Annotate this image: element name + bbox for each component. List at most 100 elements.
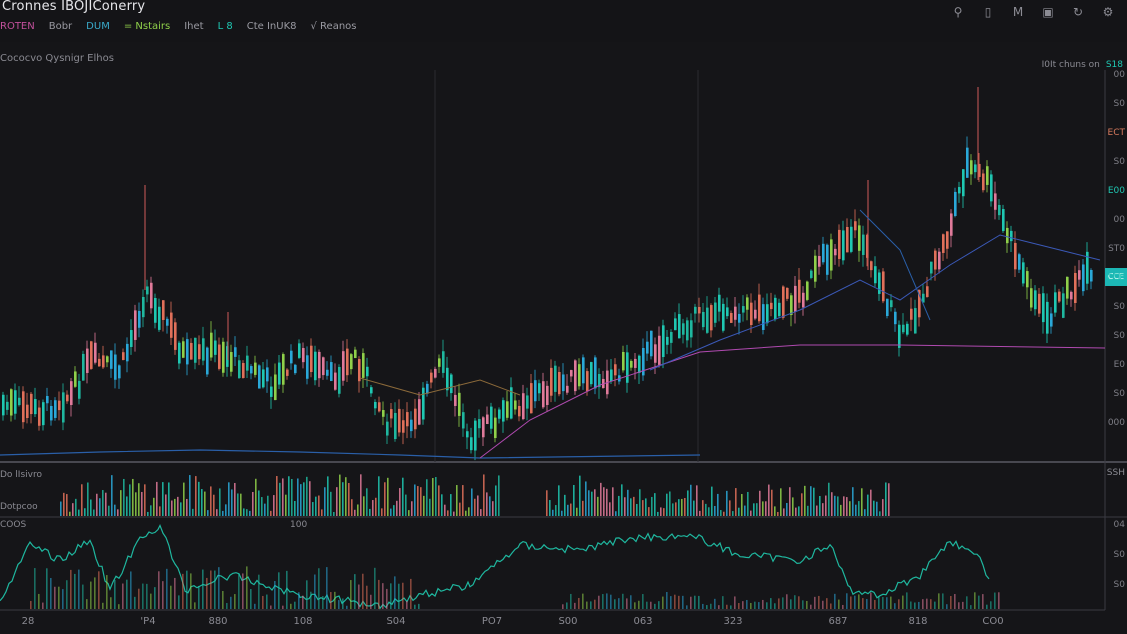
candle-body bbox=[562, 374, 565, 392]
price-tick-label: E00 bbox=[1107, 186, 1125, 196]
volume-bar bbox=[126, 496, 128, 516]
candle-body bbox=[366, 366, 369, 377]
osc-tick-label: S0 bbox=[1113, 580, 1125, 590]
oscillator-bar bbox=[306, 580, 308, 609]
candle-body bbox=[854, 221, 857, 231]
indicator-item[interactable]: Bobr bbox=[48, 21, 73, 32]
oscillator-bar bbox=[926, 598, 928, 609]
indicator-item[interactable]: Cte InUK8 bbox=[246, 21, 297, 32]
oscillator-bar bbox=[298, 592, 300, 609]
candle-body bbox=[382, 410, 385, 417]
oscillator-bar bbox=[846, 593, 848, 609]
candle-body bbox=[714, 302, 717, 323]
volume-bar bbox=[120, 490, 122, 516]
bookmark-icon[interactable]: ▯ bbox=[984, 5, 992, 19]
oscillator-bar bbox=[114, 579, 116, 609]
oscillator-bar bbox=[994, 592, 996, 609]
volume-bar bbox=[240, 493, 242, 516]
price-tick-label: 00 bbox=[1113, 70, 1125, 80]
volume-bar bbox=[99, 498, 101, 516]
candle-body bbox=[482, 417, 485, 438]
volume-bar bbox=[447, 510, 449, 516]
oscillator-bar bbox=[730, 605, 732, 609]
oscillator-bar bbox=[202, 569, 204, 609]
candle-body bbox=[226, 346, 229, 367]
volume-bar bbox=[597, 496, 599, 516]
candle-body bbox=[358, 359, 361, 382]
oscillator-bar bbox=[370, 594, 372, 609]
volume-bar bbox=[615, 511, 617, 516]
indicator-item[interactable]: L 8 bbox=[217, 21, 233, 32]
candle-body bbox=[734, 306, 737, 320]
oscillator-bar bbox=[830, 603, 832, 609]
oscillator-bar bbox=[198, 585, 200, 609]
volume-bar bbox=[252, 491, 254, 516]
volume-bar bbox=[324, 487, 326, 516]
oscillator-bar bbox=[214, 570, 216, 609]
candle-body bbox=[354, 349, 357, 359]
oscillator-bar bbox=[154, 587, 156, 609]
layout-icon[interactable]: M bbox=[1012, 5, 1024, 19]
oscillator-bar bbox=[322, 596, 324, 609]
indicator-item[interactable]: √ Reanos bbox=[310, 21, 357, 32]
volume-bar bbox=[678, 499, 680, 516]
candle-body bbox=[438, 358, 441, 367]
candle-body bbox=[294, 364, 297, 374]
volume-bar bbox=[453, 511, 455, 516]
volume-bar bbox=[552, 509, 554, 516]
save-icon[interactable]: ▣ bbox=[1042, 5, 1054, 19]
volume-bar bbox=[558, 485, 560, 516]
oscillator-bar bbox=[130, 571, 132, 609]
volume-bar bbox=[60, 501, 62, 516]
candle-body bbox=[930, 261, 933, 274]
volume-bar bbox=[744, 505, 746, 516]
indicator-item[interactable]: DUM bbox=[86, 21, 110, 32]
candle-body bbox=[1034, 290, 1037, 310]
search-icon[interactable]: ⚲ bbox=[953, 5, 963, 19]
volume-bar bbox=[339, 474, 341, 516]
candle-body bbox=[626, 352, 629, 383]
oscillator-bar bbox=[914, 602, 916, 609]
volume-bar bbox=[162, 482, 164, 516]
volume-bar bbox=[462, 485, 464, 516]
candle-body bbox=[130, 330, 133, 347]
candle-body bbox=[82, 353, 85, 381]
candle-body bbox=[238, 360, 241, 378]
candle-body bbox=[478, 419, 481, 429]
refresh-icon[interactable]: ↻ bbox=[1072, 5, 1084, 19]
candle-body bbox=[894, 311, 897, 325]
volume-bar bbox=[138, 483, 140, 516]
candle-body bbox=[274, 374, 277, 401]
oscillator-bar bbox=[374, 567, 376, 609]
volume-bar bbox=[189, 475, 191, 516]
oscillator-bar bbox=[814, 596, 816, 609]
volume-bar bbox=[276, 476, 278, 516]
oscillator-bar bbox=[330, 592, 332, 609]
volume-bar bbox=[702, 500, 704, 516]
candle-body bbox=[806, 281, 809, 300]
volume-bar bbox=[777, 511, 779, 516]
volume-bar bbox=[807, 505, 809, 516]
oscillator-bar bbox=[250, 589, 252, 609]
oscillator-bar bbox=[190, 573, 192, 609]
oscillator-bar bbox=[66, 580, 68, 609]
oscillator-bar bbox=[346, 605, 348, 609]
oscillator-bar bbox=[254, 603, 256, 609]
settings-icon[interactable]: ⚙ bbox=[1102, 5, 1114, 19]
oscillator-bar bbox=[942, 593, 944, 609]
oscillator-bar bbox=[350, 580, 352, 609]
oscillator-bar bbox=[670, 596, 672, 609]
oscillator-bar bbox=[34, 568, 36, 609]
oscillator-bar bbox=[694, 595, 696, 609]
indicator-item[interactable]: ROTEN bbox=[0, 21, 35, 32]
candle-body bbox=[786, 287, 789, 299]
volume-bar bbox=[693, 500, 695, 516]
oscillator-bar bbox=[390, 583, 392, 609]
candle-body bbox=[1086, 251, 1089, 284]
indicator-item[interactable]: = Nstairs bbox=[123, 21, 171, 32]
volume-bar bbox=[714, 505, 716, 516]
indicator-item[interactable]: Ihet bbox=[184, 21, 204, 32]
oscillator-bar bbox=[790, 599, 792, 609]
oscillator-bar bbox=[690, 596, 692, 609]
